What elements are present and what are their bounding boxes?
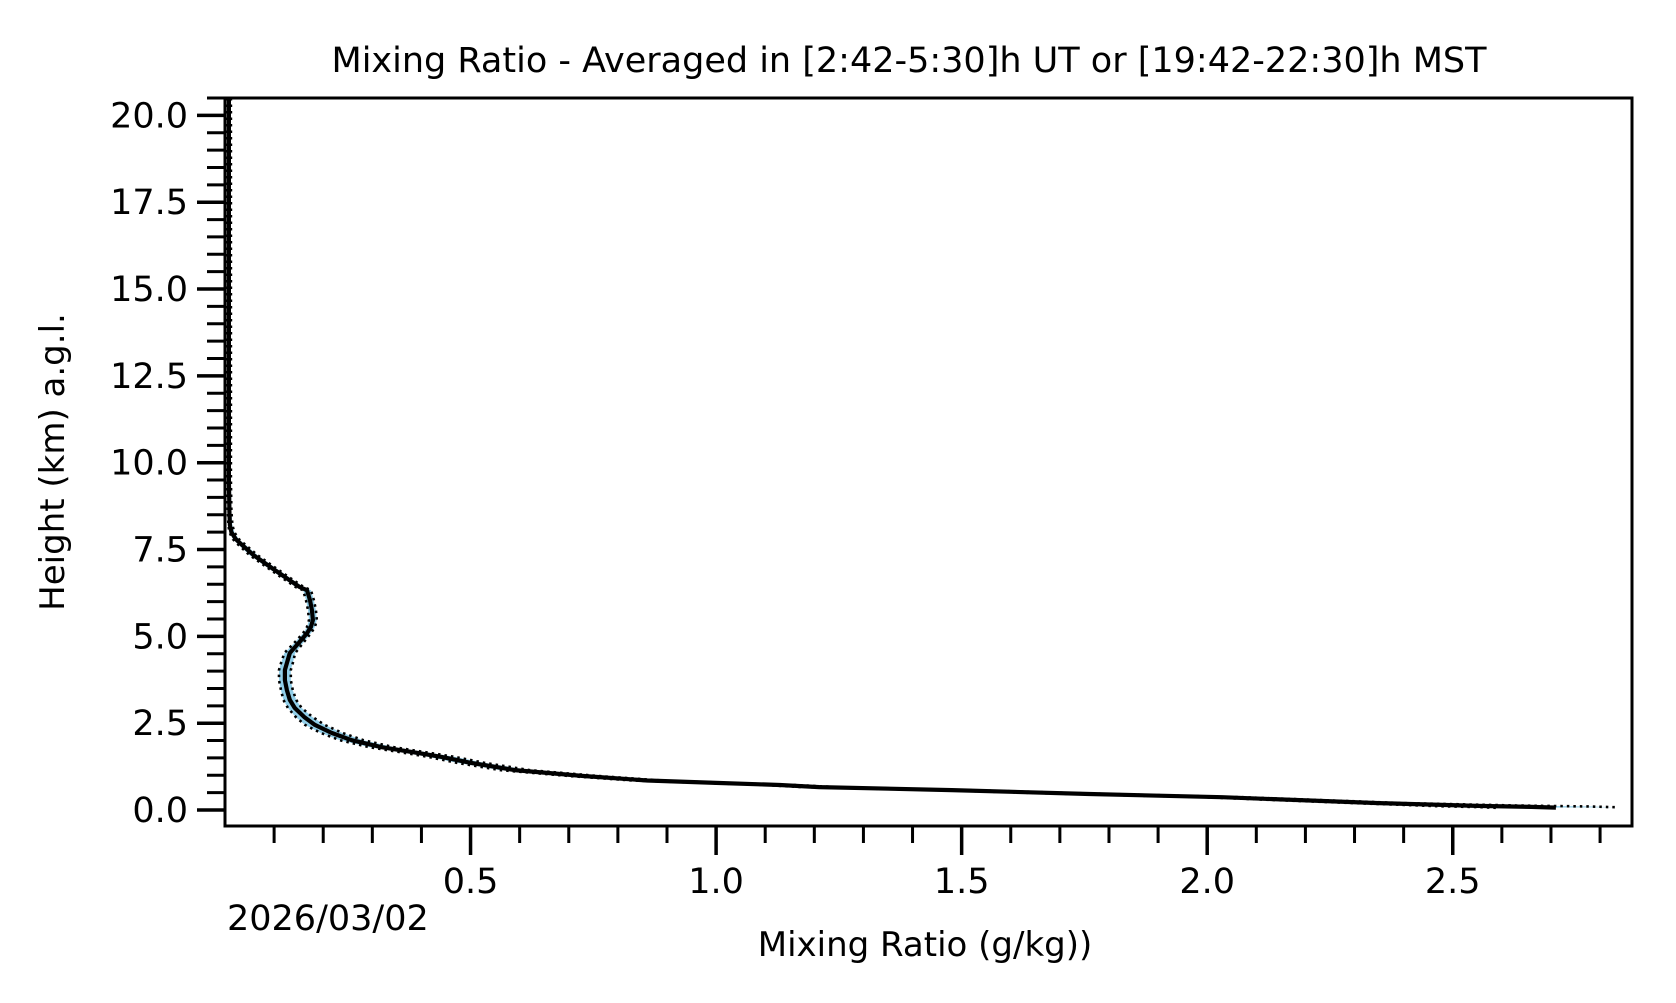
tick-labels-group: 0.5 1.0 1.5 2.0 2.5 0.0 2.5 5.0 7.5 10.0 12.5 15.0 1… bbox=[110, 96, 1481, 902]
y-tick-label: 2.5 bbox=[132, 704, 188, 744]
upper-std-line bbox=[229, 98, 1615, 809]
date-label: 2026/03/02 bbox=[227, 899, 429, 939]
x-tick-label: 1.5 bbox=[934, 862, 990, 902]
y-tick-label: 17.5 bbox=[110, 183, 188, 223]
std-band-group bbox=[227, 98, 1615, 808]
y-axis-label: Height (km) a.g.l. bbox=[33, 313, 73, 611]
x-tick-label: 1.0 bbox=[688, 862, 744, 902]
y-tick-label: 5.0 bbox=[132, 617, 188, 657]
y-tick-label: 20.0 bbox=[110, 96, 188, 136]
x-axis-label: Mixing Ratio (g/kg)) bbox=[758, 925, 1093, 965]
lower-std-line bbox=[226, 98, 1497, 810]
y-tick-label: 0.0 bbox=[132, 791, 188, 831]
axes-spines bbox=[223, 96, 1634, 828]
chart-title: Mixing Ratio - Averaged in [2:42-5:30]h … bbox=[332, 41, 1488, 81]
y-tick-label: 12.5 bbox=[110, 357, 188, 397]
y-tick-label: 7.5 bbox=[132, 531, 188, 571]
profile-curves-group bbox=[226, 98, 1615, 810]
x-tick-label: 2.0 bbox=[1179, 862, 1235, 902]
axis-ticks-group bbox=[197, 96, 1602, 855]
x-tick-label: 2.5 bbox=[1425, 862, 1481, 902]
y-tick-label: 15.0 bbox=[110, 270, 188, 310]
x-tick-label: 0.5 bbox=[443, 862, 499, 902]
std-band bbox=[227, 98, 1615, 808]
y-tick-label: 10.0 bbox=[110, 444, 188, 484]
mean-profile-line bbox=[226, 98, 1556, 810]
